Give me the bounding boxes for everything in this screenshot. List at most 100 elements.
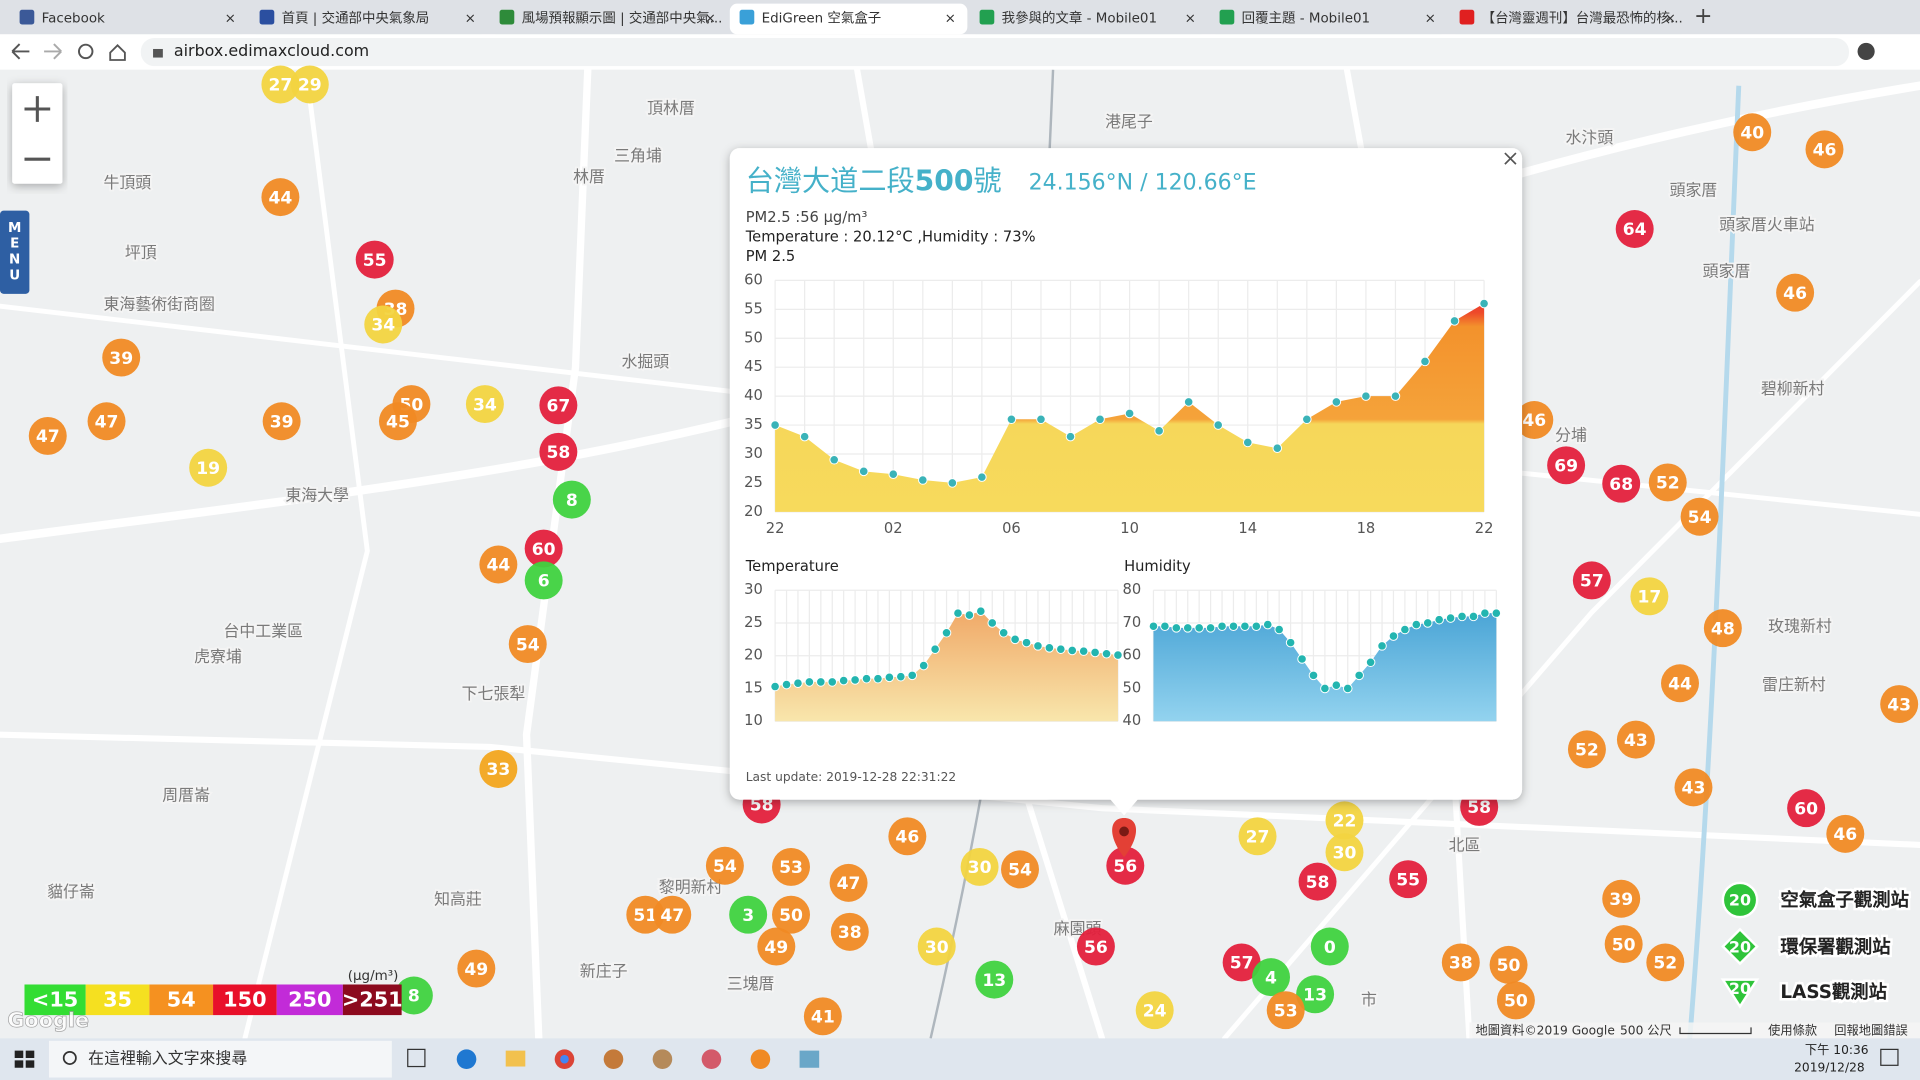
tab[interactable] [9,3,248,35]
sensor-marker[interactable] [28,416,67,455]
sensor-marker[interactable] [1515,401,1554,439]
address-bar[interactable] [140,37,1849,67]
forward-button[interactable] [44,43,62,60]
sensor-marker[interactable] [1389,860,1428,899]
app-icon[interactable] [603,1049,624,1069]
sensor-marker[interactable] [1616,720,1655,759]
sensor-marker[interactable] [1602,464,1641,503]
blender-icon[interactable] [750,1049,771,1069]
sensor-marker[interactable] [1106,846,1145,885]
report[interactable]: 回報地圖錯誤 [1834,1023,1907,1038]
sensor-marker[interactable] [1572,561,1611,600]
sensor-marker[interactable] [829,863,868,902]
sensor-marker[interactable] [729,895,768,934]
sensor-marker[interactable] [1805,130,1844,169]
app-icon[interactable] [799,1050,820,1068]
sensor-marker[interactable] [1661,664,1699,703]
sensor-marker[interactable] [1496,981,1535,1020]
sensor-marker[interactable] [1298,862,1337,901]
sensor-marker[interactable] [524,561,563,600]
sensor-marker[interactable] [757,927,796,966]
sensor-marker[interactable] [1648,463,1687,502]
tab-close[interactable]: × [945,11,956,26]
sensor-marker[interactable] [772,847,810,886]
sensor-marker[interactable] [1615,210,1654,248]
start-button[interactable] [14,1050,35,1068]
sensor-marker[interactable] [1310,927,1349,966]
close-button[interactable] [1504,152,1517,165]
sensor-marker[interactable] [1602,879,1641,918]
sensor-marker[interactable] [1547,446,1586,485]
reload-button[interactable] [78,43,94,60]
sensor-marker[interactable] [1880,685,1919,724]
sensor-marker[interactable] [1630,577,1669,616]
sensor-marker[interactable] [508,625,547,664]
sensor-marker[interactable] [189,448,228,487]
sensor-marker[interactable] [1238,817,1277,856]
tab-close[interactable]: × [1185,11,1196,26]
sensor-marker[interactable] [917,927,956,966]
zoom-in[interactable] [24,96,51,122]
sensor-marker[interactable] [1076,927,1115,966]
sensor-marker[interactable] [1646,943,1685,982]
sensor-marker[interactable] [803,997,842,1036]
sensor-marker[interactable] [626,895,665,934]
sensor-marker[interactable] [290,65,329,104]
tab[interactable] [249,3,488,35]
tab-close[interactable]: × [465,11,476,26]
profile-icon[interactable] [1857,42,1875,60]
sensor-marker[interactable] [1001,850,1039,889]
sensor-marker[interactable] [1680,497,1719,536]
search-box[interactable] [48,1040,392,1078]
sensor-marker[interactable] [1441,943,1480,982]
sensor-marker[interactable] [102,338,141,377]
sensor-marker[interactable] [479,750,518,788]
sensor-marker[interactable] [960,847,999,886]
sensor-marker[interactable] [1703,609,1742,648]
sensor-marker[interactable] [261,65,300,104]
notifications[interactable] [1880,1048,1899,1066]
sensor-marker[interactable] [261,178,300,217]
sensor-marker[interactable] [1604,925,1643,964]
sensor-marker[interactable] [539,386,578,425]
sensor-marker[interactable] [1325,801,1364,840]
sensor-marker[interactable] [524,529,563,568]
sensor-marker[interactable] [1567,730,1606,769]
sensor-marker[interactable] [830,912,869,951]
tab-close[interactable]: × [1665,11,1676,26]
sensor-marker[interactable] [1222,943,1261,982]
sensor-marker[interactable] [87,402,126,441]
menu-button[interactable] [0,210,30,294]
sensor-marker[interactable] [888,817,927,856]
new-tab[interactable]: + [1694,4,1712,29]
sensor-marker[interactable] [772,895,810,934]
sensor-marker[interactable] [1135,991,1174,1030]
sensor-marker[interactable] [1787,789,1826,828]
sensor-marker[interactable] [653,895,692,934]
tab[interactable] [969,3,1208,35]
home-button[interactable] [109,44,126,61]
sensor-marker[interactable] [539,432,578,471]
sensor-marker[interactable] [705,846,744,885]
sensor-marker[interactable] [1296,975,1335,1014]
sensor-marker[interactable] [378,402,417,441]
sensor-marker[interactable] [1776,273,1815,312]
tab[interactable] [729,3,968,35]
back-button[interactable] [11,43,30,60]
sensor-marker[interactable] [355,240,394,279]
sensor-marker[interactable] [364,305,403,344]
sensor-marker[interactable] [1674,768,1713,807]
tab[interactable] [1209,3,1448,35]
sensor-marker[interactable] [394,976,433,1015]
tab-close[interactable]: × [705,11,716,26]
task-view[interactable] [407,1048,426,1068]
sensor-marker[interactable] [1733,113,1772,152]
app-icon[interactable] [701,1049,722,1069]
app-icon[interactable] [652,1049,673,1069]
sensor-marker[interactable] [457,949,496,988]
sensor-marker[interactable] [1489,945,1528,984]
sensor-marker[interactable] [262,402,301,441]
sensor-marker[interactable] [975,960,1014,999]
explorer-icon[interactable] [505,1050,526,1067]
terms[interactable]: 使用條款 [1768,1023,1817,1038]
